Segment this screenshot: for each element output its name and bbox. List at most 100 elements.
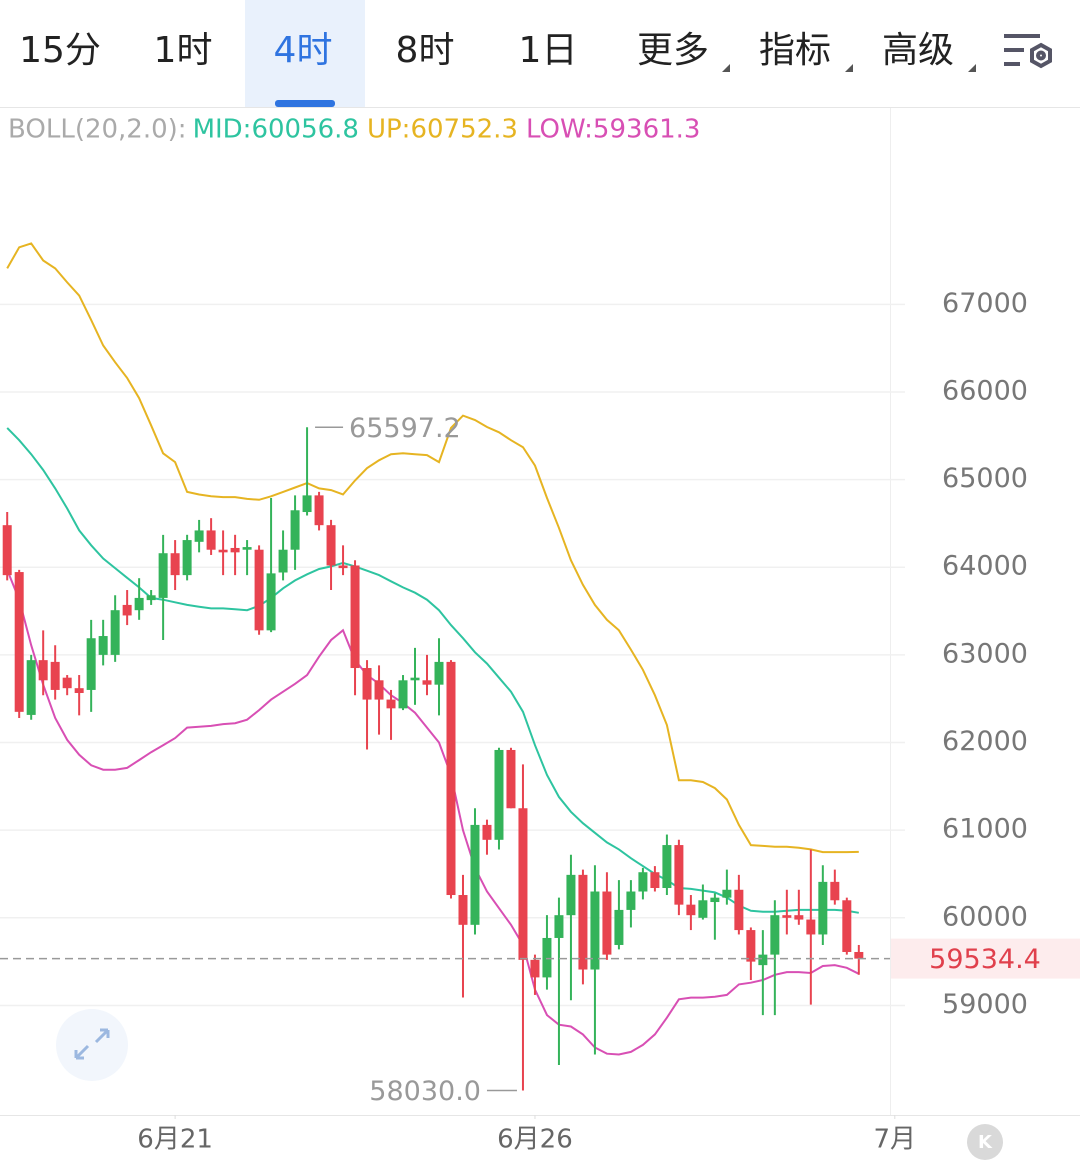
candle-body (734, 889, 744, 931)
high-label: 65597.2 (349, 413, 461, 444)
candle-body (554, 915, 564, 938)
plot: 59000 60000 61000 62000 63000 64000 65000 66000… (0, 115, 1080, 1155)
candle-body (842, 900, 852, 952)
candle-body (758, 954, 768, 966)
candle-body (182, 540, 192, 576)
candle-body (110, 610, 120, 655)
candle-body (710, 897, 720, 903)
candle-body (698, 900, 708, 918)
k-button-label: K (978, 1132, 993, 1153)
band-line (6, 242, 859, 854)
candle-body (50, 661, 60, 690)
candle-body (506, 749, 516, 809)
settings-icon[interactable] (1004, 34, 1052, 69)
candle-body (206, 530, 216, 550)
candle-body (470, 824, 480, 925)
expand-button[interactable] (56, 1009, 128, 1081)
candle-body (230, 547, 240, 553)
k-button[interactable] (967, 1124, 1003, 1160)
y-tick-label: 61000 (942, 814, 1028, 845)
indicator-label: BOLL(20,2.0): (8, 115, 187, 145)
candle-body (86, 638, 96, 690)
candle-body (650, 872, 660, 889)
candle-body (662, 845, 672, 889)
candle-body (242, 547, 252, 550)
tab-indicator (275, 100, 335, 107)
candle-body (818, 881, 828, 935)
candle-body (38, 660, 48, 681)
tab[interactable]: 更多 (637, 30, 709, 71)
candle-body (362, 668, 372, 700)
candle-body (98, 636, 108, 655)
candle-body (398, 680, 408, 709)
candle-body (830, 881, 840, 901)
candle-body (278, 549, 288, 573)
tab[interactable]: 15分 (19, 30, 101, 71)
candle-body (434, 661, 444, 685)
y-tick-label: 62000 (942, 726, 1028, 757)
tab[interactable]: 1日 (519, 30, 578, 71)
candle-body (722, 889, 732, 898)
low-label: 58030.0 (369, 1076, 481, 1107)
candle-body (350, 565, 360, 669)
candle-body (290, 510, 300, 550)
x-tick-label: 6月21 (137, 1125, 213, 1155)
candle-body (170, 553, 180, 576)
toolbar: 15分 1时 4时 8时 1日 更多 指标 高级 (19, 0, 954, 107)
candle-body (590, 891, 600, 970)
candle-body (14, 572, 24, 712)
candle-body (254, 549, 264, 631)
candle-body (854, 951, 864, 959)
legend-entry: UP:60752.3 (367, 115, 518, 145)
candle-body (146, 595, 156, 601)
candle-body (74, 688, 84, 694)
candle-body (602, 891, 612, 955)
dropdown-arrow (722, 64, 730, 72)
last-price-box (891, 938, 1080, 979)
candle-body (674, 845, 684, 905)
candle-body (386, 699, 396, 709)
y-tick-label: 65000 (942, 463, 1028, 494)
tab[interactable]: 指标 (759, 30, 831, 71)
candle-body (422, 680, 432, 685)
candle-body (806, 919, 816, 935)
y-tick-label: 64000 (942, 551, 1028, 582)
tab-selected-bg (245, 0, 365, 107)
candle-body (2, 525, 12, 576)
y-tick-label: 67000 (942, 288, 1028, 319)
tab[interactable]: 4时 (274, 30, 333, 71)
band-line (6, 569, 860, 1056)
candle-body (62, 677, 72, 689)
tab[interactable]: 8时 (396, 30, 455, 71)
y-tick-label: 59000 (942, 989, 1028, 1020)
candle-body (194, 530, 204, 542)
candle-body (626, 891, 636, 910)
candle-body (614, 909, 624, 945)
x-tick-label: 6月26 (497, 1125, 573, 1155)
candle-body (374, 680, 384, 700)
tab[interactable]: 高级 (882, 30, 954, 71)
candle-body (782, 915, 792, 918)
y-tick-label: 66000 (942, 375, 1028, 406)
y-tick-label: 60000 (942, 901, 1028, 932)
last-price-label: 59534.4 (929, 944, 1041, 975)
legend-entry: LOW:59361.3 (526, 115, 700, 145)
x-tick-label: 7月 (874, 1125, 917, 1155)
candle-body (638, 872, 648, 892)
dropdown-arrow (968, 64, 976, 72)
candle-body (578, 874, 588, 970)
candle-body (542, 937, 552, 978)
candle-body (326, 525, 336, 566)
candle-body (686, 904, 696, 916)
candle-body (218, 549, 228, 553)
candle-body (158, 553, 168, 598)
candle-body (482, 824, 492, 840)
candle-body (458, 895, 468, 925)
legend-entry: MID:60056.8 (193, 115, 359, 145)
candle-body (266, 573, 276, 631)
tab[interactable]: 1时 (154, 30, 213, 71)
candle-body (122, 604, 132, 616)
candle-body (746, 930, 756, 962)
